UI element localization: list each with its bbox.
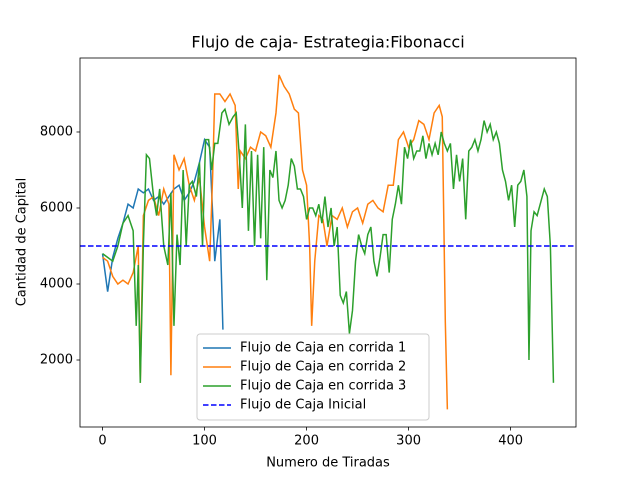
y-tick-label: 2000: [40, 353, 73, 368]
x-tick-label: 300: [396, 434, 421, 449]
plot-frame: [79, 57, 577, 428]
x-tick-label: 200: [294, 434, 319, 449]
x-tick-label: 400: [498, 434, 523, 449]
x-axis-label: Numero de Tiradas: [266, 456, 390, 471]
x-tick-label: 0: [98, 434, 106, 449]
legend-label: Flujo de Caja Inicial: [240, 398, 366, 413]
y-tick-label: 8000: [40, 124, 73, 139]
legend-label: Flujo de Caja en corrida 2: [240, 360, 406, 375]
y-axis-label: Cantidad de Capital: [15, 178, 30, 307]
legend-label: Flujo de Caja en corrida 1: [240, 341, 406, 356]
y-tick-label: 6000: [40, 200, 73, 215]
y-tick-label: 4000: [40, 276, 73, 291]
legend-label: Flujo de Caja en corrida 3: [240, 379, 406, 394]
legend-box: [196, 333, 430, 421]
x-tick-label: 100: [192, 434, 217, 449]
series-line: [102, 74, 449, 410]
chart-title: Flujo de caja- Estrategia:Fibonacci: [191, 33, 464, 52]
series-line: [102, 107, 555, 383]
